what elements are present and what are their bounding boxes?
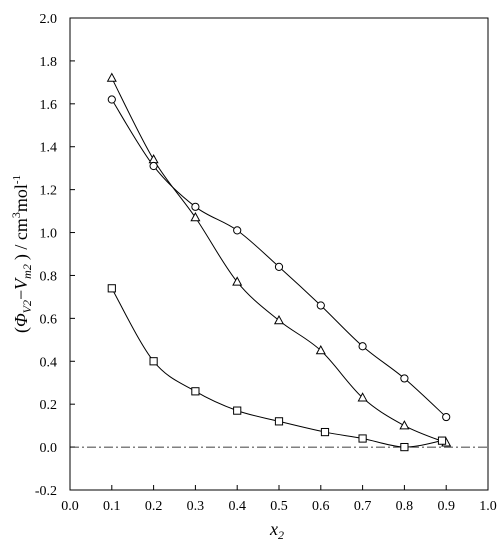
- data-point-circle: [400, 374, 409, 383]
- y-title-units: / cm: [11, 218, 31, 254]
- data-point-triangle: [190, 211, 201, 222]
- x-tick-label: 0.3: [187, 499, 205, 514]
- data-point-square: [274, 417, 284, 426]
- data-point-triangle: [148, 154, 159, 164]
- y-tick-label: 0.2: [40, 398, 58, 413]
- y-tick-label: 1.8: [40, 55, 58, 70]
- x-tick-label: 0.5: [270, 499, 288, 514]
- x-axis-title-base: x: [269, 519, 278, 539]
- y-tick-label: 2.0: [40, 12, 58, 27]
- x-tick-label: 0.4: [228, 499, 246, 514]
- data-point-circle: [358, 342, 367, 351]
- y-tick-label: 1.0: [40, 227, 58, 242]
- x-tick-label: 1.0: [479, 499, 497, 514]
- y-title-close-paren: ): [11, 254, 32, 260]
- y-title-minus: −: [11, 290, 31, 300]
- y-title-sup3: 3: [9, 212, 23, 218]
- data-markers: [106, 72, 452, 452]
- data-point-circle: [442, 412, 451, 422]
- y-axis-title: (ΦV2−Vm2) / cm3mol-1: [9, 175, 34, 333]
- data-point-square: [320, 427, 330, 437]
- x-tick-label: 0.7: [354, 499, 372, 514]
- data-point-triangle: [315, 345, 326, 355]
- y-axis-ticks: -0.2 0.0 0.2 0.4 0.6 0.8 1.0 1.2 1.4 1.6 1.8 2.0: [35, 12, 75, 499]
- data-point-circle: [149, 161, 158, 171]
- data-point-circle: [316, 301, 325, 310]
- curve-triangle-series: [111, 77, 447, 444]
- data-point-square: [437, 436, 447, 445]
- y-title-open-paren: (: [11, 327, 32, 333]
- x-tick-label: 0.6: [312, 499, 330, 514]
- y-title-phi-subscript: V2: [20, 300, 34, 313]
- data-point-triangle: [399, 420, 410, 430]
- x-tick-label: 0.2: [145, 499, 163, 514]
- y-tick-label: -0.2: [35, 484, 57, 499]
- y-title-v: V: [11, 277, 31, 290]
- y-tick-label: 0.8: [40, 269, 58, 284]
- data-point-triangle: [273, 314, 285, 325]
- y-title-mol: mol: [11, 184, 31, 212]
- data-point-square: [400, 442, 409, 452]
- y-title-v-subscript: m2: [20, 264, 34, 279]
- data-point-circle: [233, 226, 242, 235]
- y-tick-label: 0.4: [40, 355, 58, 370]
- data-point-square: [233, 406, 242, 415]
- y-tick-label: 0.6: [40, 312, 58, 327]
- fitted-curves: [111, 77, 447, 448]
- data-point-square: [149, 357, 158, 366]
- y-title-phi: Φ: [11, 313, 31, 327]
- y-tick-label: 1.2: [40, 184, 58, 199]
- data-point-triangle: [106, 72, 117, 82]
- x-tick-label: 0.8: [396, 499, 414, 514]
- x-axis-title: x2: [269, 519, 284, 542]
- x-tick-label: 0.0: [61, 499, 79, 514]
- data-point-triangle: [357, 392, 368, 402]
- curve-circle-series: [111, 99, 447, 418]
- data-point-circle: [191, 202, 200, 211]
- x-axis-title-subscript: 2: [278, 528, 284, 542]
- y-tick-label: 1.6: [40, 98, 58, 113]
- y-tick-label: 1.4: [40, 141, 58, 156]
- data-point-circle: [274, 262, 284, 271]
- data-point-square: [107, 284, 116, 293]
- x-tick-label: 0.9: [437, 499, 455, 514]
- y-tick-label: 0.0: [40, 441, 58, 456]
- x-tick-label: 0.1: [103, 499, 121, 514]
- data-point-square: [358, 434, 367, 443]
- data-point-triangle: [232, 276, 243, 286]
- x-axis-ticks: 0.0 0.1 0.2 0.3 0.4 0.5 0.6 0.7 0.8 0.9 1.0: [61, 485, 497, 514]
- data-point-square: [191, 387, 200, 396]
- data-point-circle: [107, 95, 116, 104]
- y-title-sup-minus1: -1: [11, 175, 23, 184]
